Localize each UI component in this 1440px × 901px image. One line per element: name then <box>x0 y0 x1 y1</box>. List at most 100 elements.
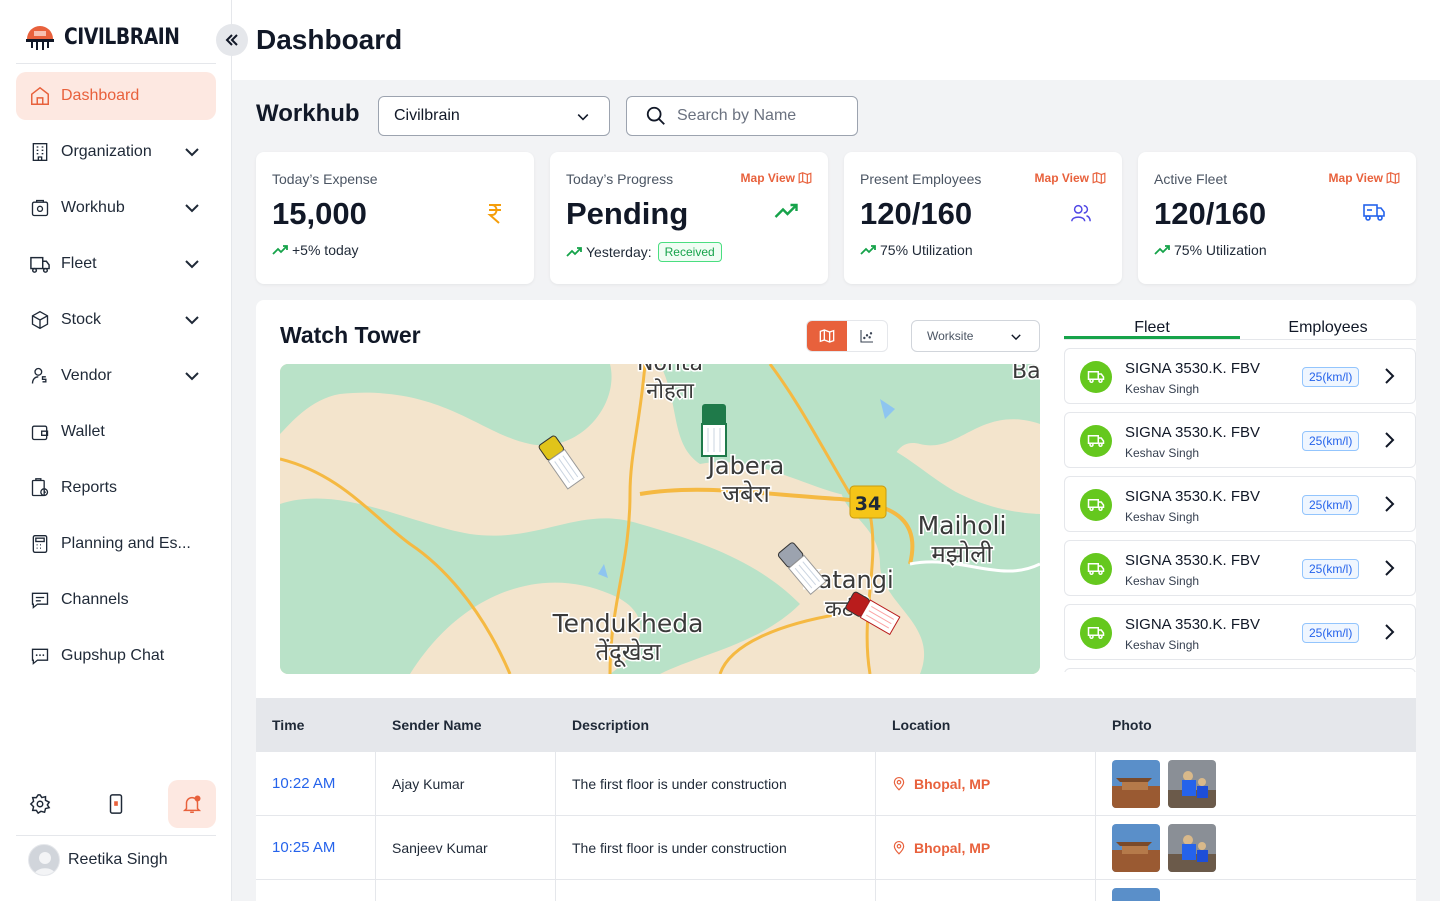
chevron-right-icon[interactable] <box>1383 623 1395 641</box>
chevron-right-icon[interactable] <box>1383 559 1395 577</box>
chevron-right-icon[interactable] <box>1383 431 1395 449</box>
site-photo-thumbnail[interactable] <box>1112 760 1160 808</box>
sidebar-item-gupshup-chat[interactable]: Gupshup Chat <box>16 632 216 680</box>
row-location[interactable]: Bhopal, MP <box>876 816 1096 879</box>
list-item[interactable]: SIGNA 3530.K. FBV Keshav Singh 25(km/l) <box>1064 412 1416 468</box>
expense-card[interactable]: Today’s Expense 15,000 +5% today <box>256 152 534 284</box>
fleet-card[interactable]: Active Fleet Map View 120/160 75% Utiliz… <box>1138 152 1416 284</box>
card-subtext: +5% today <box>272 242 359 258</box>
column-header-description: Description <box>556 698 876 752</box>
box-icon <box>28 308 52 332</box>
row-time: 10:22 AM <box>256 752 376 815</box>
truck-icon <box>1080 361 1112 393</box>
map-view-link[interactable]: Map View <box>1035 171 1106 185</box>
vehicle-name: SIGNA 3530.K. FBV <box>1125 552 1260 569</box>
fleet-map[interactable]: 34 Nohta नोहता Jabera जबेरा Maiholi मझोल… <box>280 364 1040 674</box>
card-subtext: 75% Utilization <box>860 242 973 258</box>
mobile-button[interactable] <box>92 780 140 828</box>
vehicle-name: SIGNA 3530.K. FBV <box>1125 488 1260 505</box>
trend-up-icon <box>774 202 798 220</box>
chevron-right-icon[interactable] <box>1383 495 1395 513</box>
row-location[interactable]: Bhopal, MP <box>876 752 1096 815</box>
chevron-down-icon[interactable] <box>182 142 202 162</box>
sidebar-divider-top <box>16 63 216 64</box>
sidebar-item-label: Reports <box>61 479 117 497</box>
search-placeholder: Search by Name <box>677 107 796 125</box>
list-item[interactable]: SIGNA 3530.K. FBV Keshav Singh 25(km/l) <box>1064 348 1416 404</box>
tab-fleet[interactable]: Fleet <box>1064 314 1240 339</box>
watch-tower-title: Watch Tower <box>280 322 421 349</box>
card-label: Today’s Progress <box>566 171 673 187</box>
chart-view-toggle[interactable] <box>847 321 887 351</box>
sidebar: CIVILBRAIN Dashboard Organization Workhu… <box>0 0 232 901</box>
sidebar-nav: Dashboard Organization Workhub Fleet Sto… <box>16 72 216 688</box>
settings-button[interactable] <box>16 780 64 828</box>
chevron-right-icon[interactable] <box>1383 367 1395 385</box>
list-item[interactable]: SIGNA 3530.K. FBV Keshav Singh 25(km/l) <box>1064 540 1416 596</box>
map-view-link[interactable]: Map View <box>1329 171 1400 185</box>
watch-tower-tabs: Fleet Employees <box>1064 314 1416 340</box>
search-input[interactable]: Search by Name <box>626 96 858 136</box>
vehicle-marker-green[interactable] <box>702 404 726 456</box>
sidebar-item-organization[interactable]: Organization <box>16 128 216 176</box>
map-label-tendukheda-hi: तेंदूखेडा <box>595 638 661 668</box>
brand-logo[interactable]: CIVILBRAIN <box>24 22 200 52</box>
map-label-ba: Ba <box>1012 364 1040 384</box>
brand-name: CIVILBRAIN <box>64 25 180 50</box>
efficiency-badge: 25(km/l) <box>1302 559 1359 579</box>
fleet-list[interactable]: SIGNA 3530.K. FBV Keshav Singh 25(km/l) … <box>1064 348 1416 672</box>
sidebar-item-wallet[interactable]: Wallet <box>16 408 216 456</box>
chevron-down-icon[interactable] <box>182 310 202 330</box>
rupee-icon <box>486 202 504 224</box>
workhub-select[interactable]: Civilbrain <box>378 96 610 136</box>
sidebar-item-planning[interactable]: Planning and Es... <box>16 520 216 568</box>
tab-employees[interactable]: Employees <box>1240 314 1416 339</box>
row-location[interactable] <box>876 880 1096 901</box>
card-value: Pending <box>566 196 688 232</box>
worker-photo-thumbnail[interactable] <box>1168 760 1216 808</box>
table-row[interactable]: 10:25 AM Sanjeev Kumar The first floor i… <box>256 816 1416 880</box>
notifications-button[interactable] <box>168 780 216 828</box>
chevron-down-icon[interactable] <box>182 254 202 274</box>
wallet-icon <box>28 420 52 444</box>
watch-tower-panel: Watch Tower Worksite <box>256 300 1416 901</box>
worker-photo-thumbnail[interactable] <box>1168 824 1216 872</box>
list-item[interactable]: SIGNA 3530.K. FBV Keshav Singh 25(km/l) <box>1064 476 1416 532</box>
collapse-sidebar-button[interactable] <box>216 24 248 56</box>
reports-icon <box>28 476 52 500</box>
employees-card[interactable]: Present Employees Map View 120/160 75% U… <box>844 152 1122 284</box>
sidebar-item-label: Wallet <box>61 423 105 441</box>
progress-card[interactable]: Today’s Progress Map View Pending Yester… <box>550 152 828 284</box>
activity-table: Time Sender Name Description Location Ph… <box>256 698 1416 901</box>
chat-icon <box>28 588 52 612</box>
sidebar-item-channels[interactable]: Channels <box>16 576 216 624</box>
truck-icon <box>1080 553 1112 585</box>
list-item[interactable] <box>1064 668 1416 672</box>
list-item[interactable]: SIGNA 3530.K. FBV Keshav Singh 25(km/l) <box>1064 604 1416 660</box>
sidebar-item-label: Channels <box>61 591 129 609</box>
sidebar-item-fleet[interactable]: Fleet <box>16 240 216 288</box>
sidebar-item-vendor[interactable]: Vendor <box>16 352 216 400</box>
user-profile[interactable]: Reetika Singh <box>28 844 168 876</box>
map-icon <box>819 328 835 344</box>
mobile-icon <box>107 793 125 815</box>
table-row[interactable]: 10:22 AM Ajay Kumar The first floor is u… <box>256 752 1416 816</box>
map-label-tendukheda: Tendukheda <box>552 609 704 638</box>
driver-name: Keshav Singh <box>1125 638 1199 652</box>
sidebar-item-dashboard[interactable]: Dashboard <box>16 72 216 120</box>
map-view-link[interactable]: Map View <box>741 171 812 185</box>
table-row[interactable] <box>256 880 1416 901</box>
sidebar-item-workhub[interactable]: Workhub <box>16 184 216 232</box>
row-description: The first floor is under construction <box>556 816 876 879</box>
sidebar-item-reports[interactable]: Reports <box>16 464 216 512</box>
map-view-toggle[interactable] <box>807 321 847 351</box>
site-photo-thumbnail[interactable] <box>1112 888 1160 901</box>
card-subtext: 75% Utilization <box>1154 242 1267 258</box>
site-photo-thumbnail[interactable] <box>1112 824 1160 872</box>
truck-icon <box>1080 617 1112 649</box>
chevron-down-icon[interactable] <box>182 366 202 386</box>
row-sender: Sanjeev Kumar <box>376 816 556 879</box>
sidebar-item-stock[interactable]: Stock <box>16 296 216 344</box>
worksite-select[interactable]: Worksite <box>911 320 1040 352</box>
chevron-down-icon[interactable] <box>182 198 202 218</box>
